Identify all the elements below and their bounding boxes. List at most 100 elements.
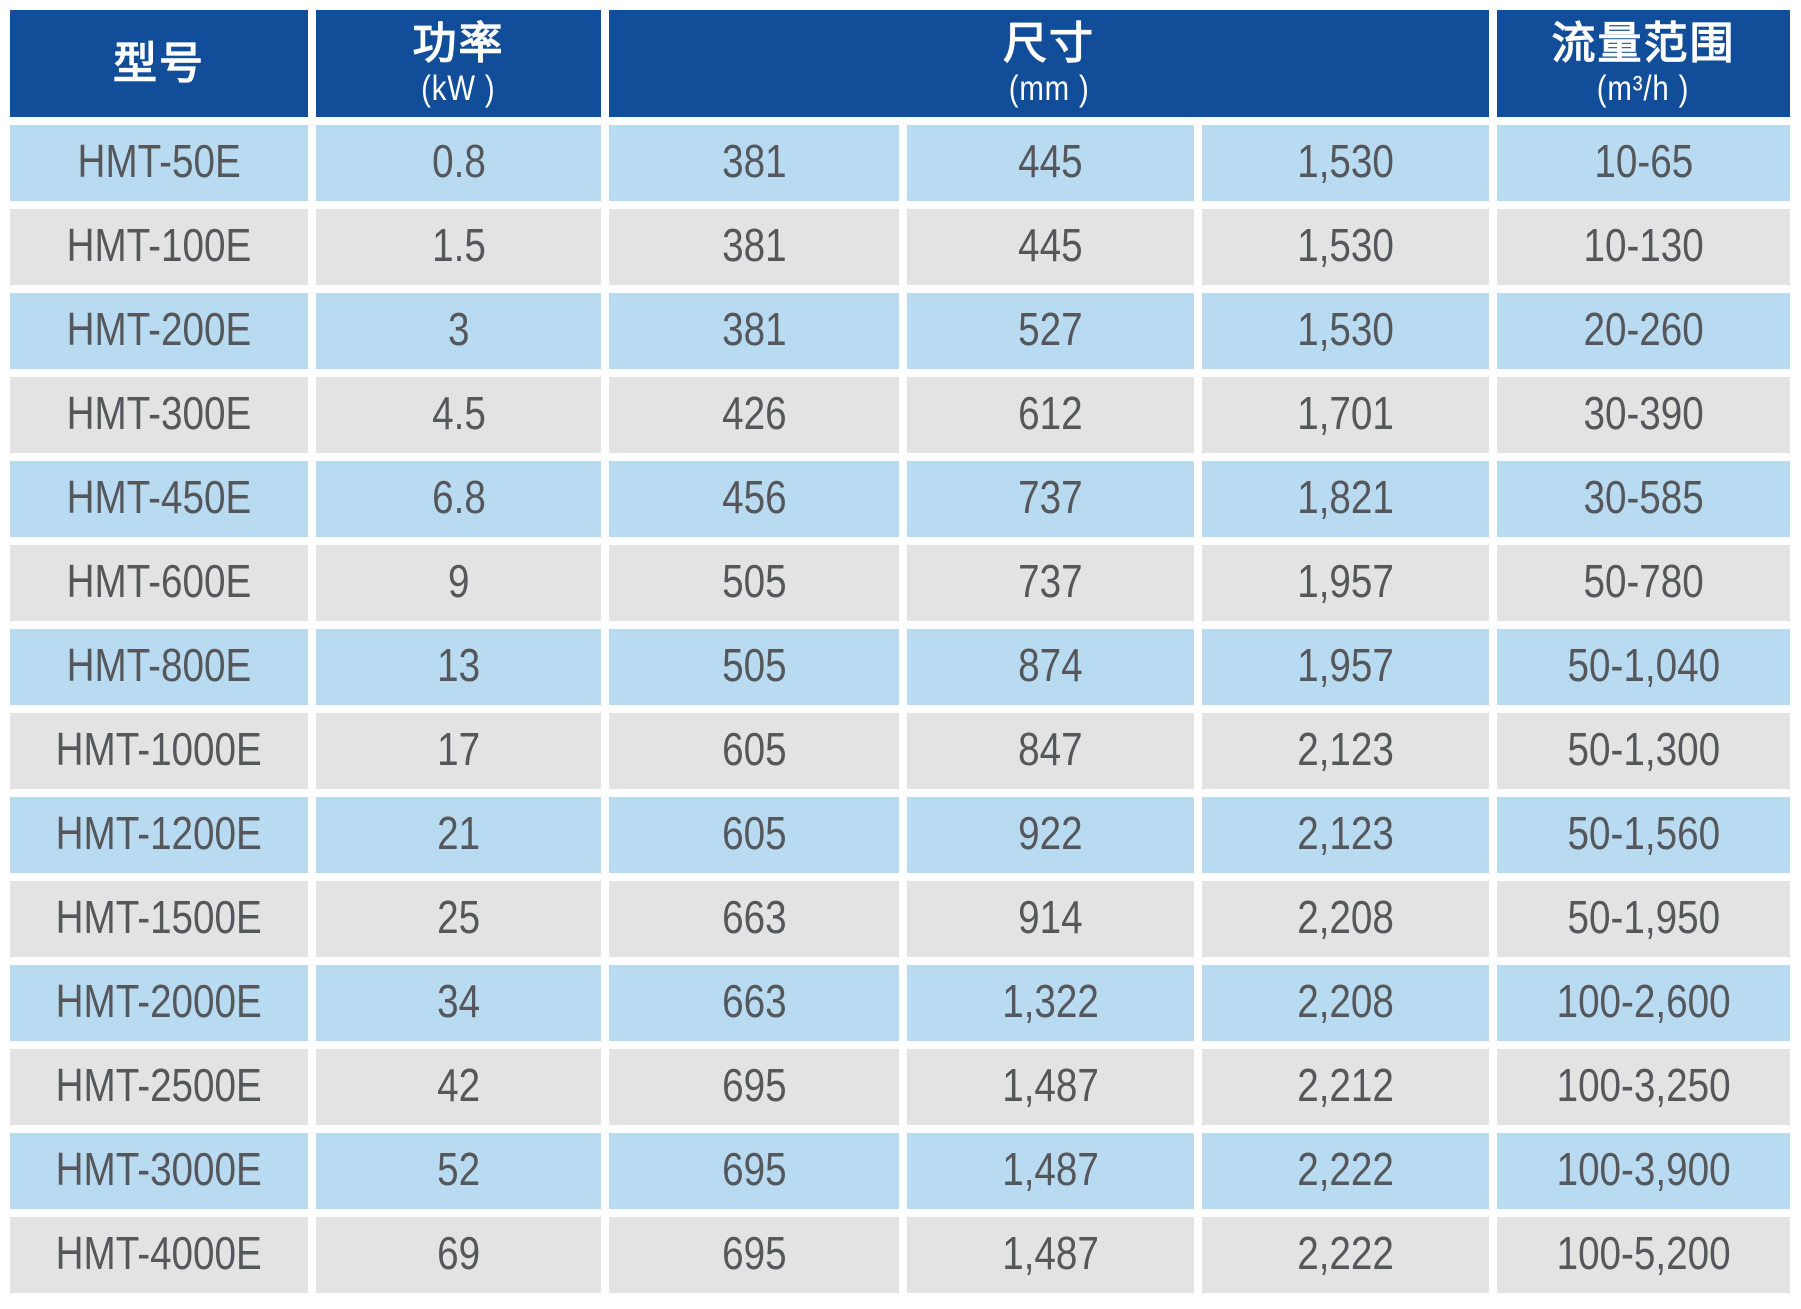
model-cell: HMT-1200E [10,797,308,873]
model-cell: HMT-800E [10,629,308,705]
power-cell-text: 1.5 [431,219,486,271]
power-cell: 25 [316,881,601,957]
model-cell-text: HMT-100E [66,219,252,271]
size-cell-3-text: 1,821 [1297,471,1394,523]
size-cell-1: 663 [609,881,899,957]
header-flow-unit: (m³/h ) [1597,68,1690,108]
flow-cell-text: 100-3,250 [1556,1059,1731,1111]
size-cell-2-text: 445 [1018,219,1083,271]
model-cell-text: HMT-1000E [55,723,263,775]
size-cell-1-text: 605 [721,807,787,859]
power-cell: 3 [316,293,601,369]
size-cell-1-text: 505 [721,555,787,607]
power-cell: 52 [316,1133,601,1209]
size-cell-2: 1,487 [907,1049,1194,1125]
size-cell-1: 605 [609,797,899,873]
header-size-label: 尺寸 [1003,19,1095,69]
size-cell-2-text: 1,487 [1002,1059,1099,1111]
power-cell: 34 [316,965,601,1041]
model-cell-text: HMT-1500E [55,891,263,943]
power-cell: 4.5 [316,377,601,453]
size-cell-2: 445 [907,125,1194,201]
model-cell: HMT-3000E [10,1133,308,1209]
size-cell-1-text: 381 [721,219,787,271]
model-cell-text: HMT-50E [77,135,241,187]
header-model-label: 型号 [113,38,205,88]
model-cell: HMT-100E [10,209,308,285]
size-cell-1: 381 [609,125,899,201]
power-cell-text: 34 [437,975,480,1027]
size-cell-2-text: 737 [1018,555,1083,607]
size-cell-1: 381 [609,293,899,369]
size-cell-2: 1,487 [907,1133,1194,1209]
size-cell-1: 695 [609,1133,899,1209]
flow-cell: 30-585 [1497,461,1790,537]
flow-cell: 50-1,950 [1497,881,1790,957]
size-cell-1-text: 456 [721,471,787,523]
flow-cell: 20-260 [1497,293,1790,369]
size-cell-2: 914 [907,881,1194,957]
size-cell-3: 1,530 [1202,209,1489,285]
spec-table: 型号 功率 (kW ) 尺寸 (mm ) 流量范围 (m³/h ) HMT-50… [10,10,1790,1293]
model-cell: HMT-600E [10,545,308,621]
model-cell: HMT-1500E [10,881,308,957]
model-cell: HMT-50E [10,125,308,201]
size-cell-3: 2,123 [1202,797,1489,873]
model-cell-text: HMT-2000E [55,975,263,1027]
flow-cell: 10-130 [1497,209,1790,285]
header-power-unit: (kW ) [421,68,496,108]
size-cell-3: 1,821 [1202,461,1489,537]
power-cell: 0.8 [316,125,601,201]
power-cell-text: 42 [437,1059,480,1111]
size-cell-2: 1,487 [907,1217,1194,1293]
size-cell-1: 426 [609,377,899,453]
model-cell-text: HMT-800E [66,639,252,691]
size-cell-3-text: 2,222 [1297,1227,1394,1279]
size-cell-1-text: 505 [721,639,787,691]
size-cell-1-text: 426 [721,387,787,439]
size-cell-1: 505 [609,545,899,621]
model-cell: HMT-4000E [10,1217,308,1293]
size-cell-3-text: 2,208 [1297,891,1394,943]
power-cell: 42 [316,1049,601,1125]
power-cell-text: 3 [447,303,470,355]
size-cell-3: 2,208 [1202,881,1489,957]
size-cell-2: 874 [907,629,1194,705]
size-cell-3-text: 2,123 [1297,723,1394,775]
model-cell-text: HMT-3000E [55,1143,263,1195]
size-cell-3: 2,123 [1202,713,1489,789]
model-cell-text: HMT-200E [66,303,252,355]
header-power-label: 功率 [412,19,505,69]
size-cell-1: 456 [609,461,899,537]
size-cell-1-text: 663 [721,891,787,943]
flow-cell-text: 50-1,040 [1567,639,1720,691]
size-cell-3-text: 1,701 [1297,387,1394,439]
size-cell-1-text: 381 [721,303,787,355]
size-cell-3: 1,701 [1202,377,1489,453]
flow-cell: 50-1,560 [1497,797,1790,873]
size-cell-3: 2,222 [1202,1133,1489,1209]
size-cell-2: 445 [907,209,1194,285]
header-flow-label: 流量范围 [1551,19,1736,69]
header-cell-model: 型号 [10,10,308,117]
header-cell-size: 尺寸 (mm ) [609,10,1489,117]
flow-cell-text: 50-780 [1583,555,1704,607]
model-cell: HMT-1000E [10,713,308,789]
model-cell: HMT-2500E [10,1049,308,1125]
flow-cell-text: 100-2,600 [1556,975,1731,1027]
power-cell: 9 [316,545,601,621]
flow-cell-text: 20-260 [1583,303,1704,355]
model-cell-text: HMT-4000E [55,1227,263,1279]
size-cell-1-text: 381 [721,135,787,187]
size-cell-1-text: 695 [721,1143,787,1195]
flow-cell: 50-780 [1497,545,1790,621]
size-cell-3-text: 1,530 [1297,219,1394,271]
size-cell-2-text: 445 [1018,135,1083,187]
power-cell-text: 6.8 [431,471,486,523]
size-cell-3-text: 1,530 [1297,135,1394,187]
flow-cell-text: 50-1,950 [1567,891,1720,943]
size-cell-3-text: 1,957 [1297,555,1394,607]
size-cell-2-text: 914 [1018,891,1083,943]
size-cell-3: 1,957 [1202,629,1489,705]
